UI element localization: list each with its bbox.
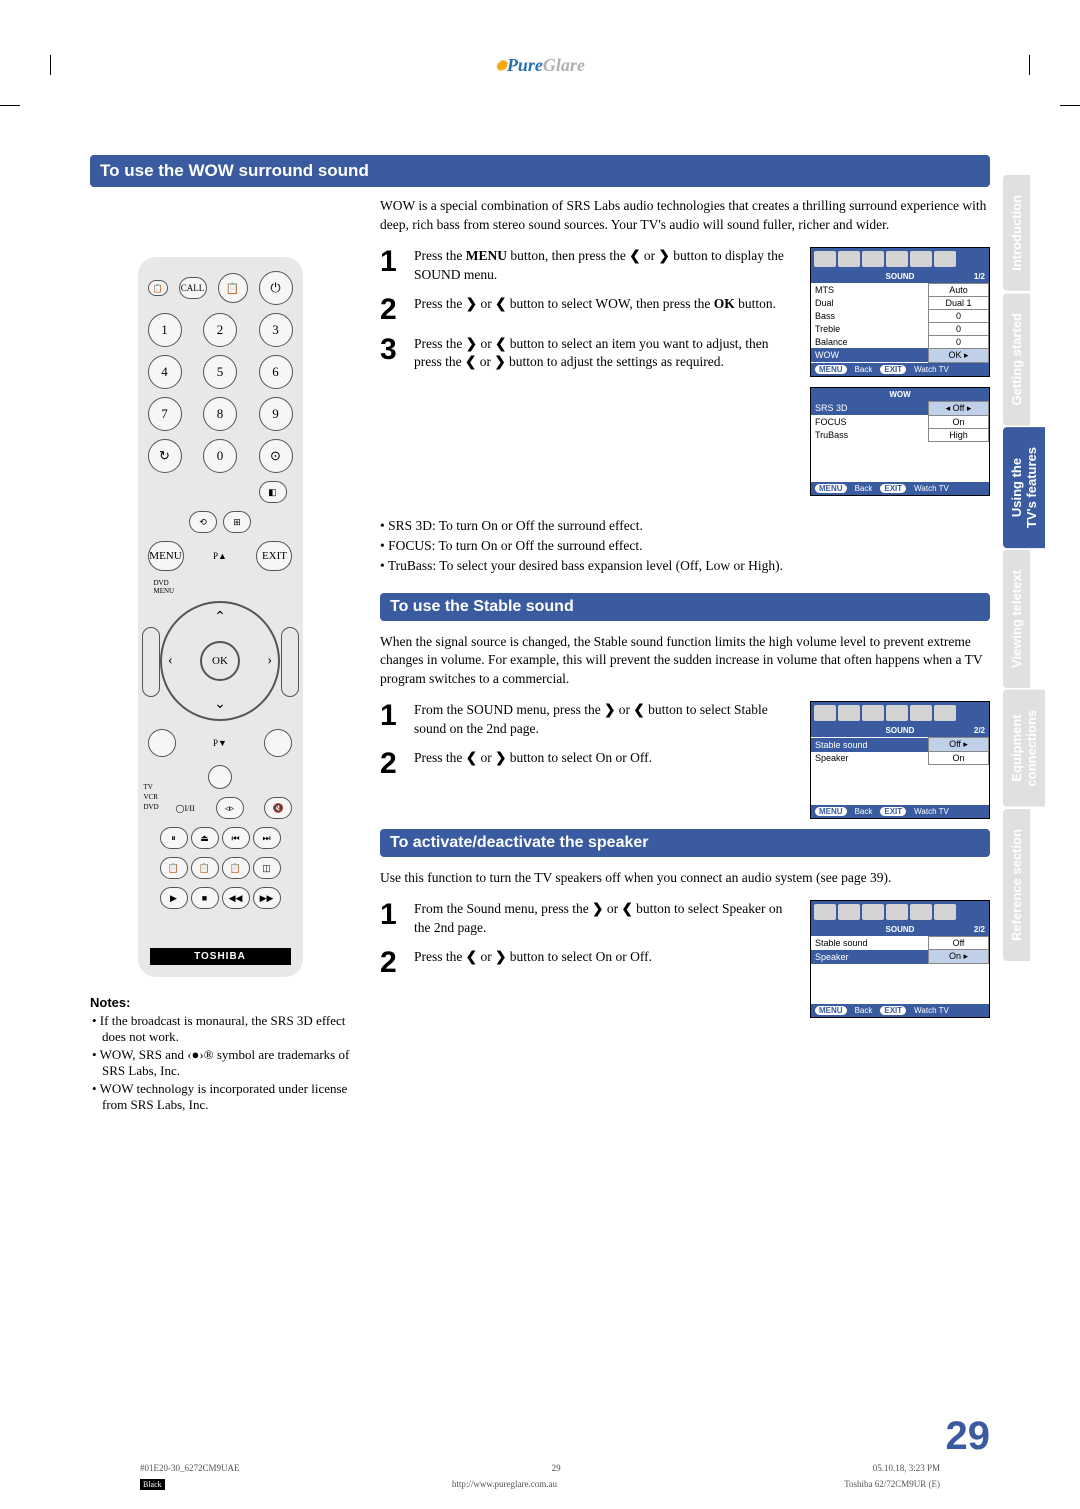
section-tabs: IntroductionGetting startedUsing the TV'… — [1003, 175, 1060, 963]
stable-intro: When the signal source is changed, the S… — [380, 633, 990, 690]
section-tab: Using the TV's features — [1003, 427, 1045, 548]
notes-section: Notes: • If the broadcast is monaural, t… — [90, 995, 350, 1113]
exit-button: EXIT — [256, 541, 292, 571]
section-tab: Introduction — [1003, 175, 1030, 291]
speaker-intro: Use this function to turn the TV speaker… — [380, 869, 990, 888]
section-speaker-header: To activate/deactivate the speaker — [380, 829, 990, 857]
step: 1Press the MENU button, then press the ❮… — [380, 247, 796, 285]
step: 1From the Sound menu, press the ❯ or ❮ b… — [380, 900, 796, 938]
section-tab: Equipment connections — [1003, 690, 1045, 807]
page-content: IntroductionGetting startedUsing the TV'… — [90, 155, 990, 1429]
step: 2Press the ❯ or ❮ button to select WOW, … — [380, 295, 796, 325]
speaker-menu-screenshot: SOUND2/2Stable soundOffSpeakerOn ▸MENUBa… — [810, 900, 990, 1018]
section-tab: Reference section — [1003, 809, 1030, 961]
page-number: 29 — [946, 1414, 991, 1459]
section-wow-header: To use the WOW surround sound — [90, 155, 990, 187]
menu-button: MENU — [148, 541, 184, 571]
call-button: CALL — [179, 277, 207, 299]
nav-ring: ⌃⌄ ‹› OK — [160, 601, 280, 721]
step: 3Press the ❯ or ❮ button to select an it… — [380, 335, 796, 373]
brand-logo: ✺PureGlare — [0, 55, 1080, 76]
step: 2Press the ❮ or ❯ button to select On or… — [380, 948, 796, 978]
step: 2Press the ❮ or ❯ button to select On or… — [380, 749, 796, 779]
section-tab: Viewing teletext — [1003, 550, 1030, 688]
section-tab: Getting started — [1003, 293, 1030, 425]
step: 1From the SOUND menu, press the ❯ or ❮ b… — [380, 701, 796, 739]
stable-menu-screenshot: SOUND2/2Stable soundOff ▸SpeakerOnMENUBa… — [810, 701, 990, 819]
wow-intro: WOW is a special combination of SRS Labs… — [380, 197, 990, 235]
ok-button: OK — [200, 641, 240, 681]
wow-menu-screenshot: WOWSRS 3D◂ Off ▸FOCUSOnTruBassHighMENUBa… — [810, 387, 990, 496]
left-column: 📋 CALL 📋 ⏻ 123 456 789 ↻0⊙ ◧ ⟲⊞ MENU P▲ … — [90, 197, 350, 1115]
right-column: WOW is a special combination of SRS Labs… — [380, 197, 990, 1028]
page-footer: #01E20-30_6272CM9UAE 29 05.10.18, 3:23 P… — [0, 1463, 1080, 1489]
section-stable-header: To use the Stable sound — [380, 593, 990, 621]
toshiba-label: TOSHIBA — [150, 948, 291, 965]
sound-menu-screenshot: SOUND1/2MTSAutoDualDual 1Bass0Treble0Bal… — [810, 247, 990, 377]
remote-illustration: 📋 CALL 📋 ⏻ 123 456 789 ↻0⊙ ◧ ⟲⊞ MENU P▲ … — [138, 257, 303, 977]
